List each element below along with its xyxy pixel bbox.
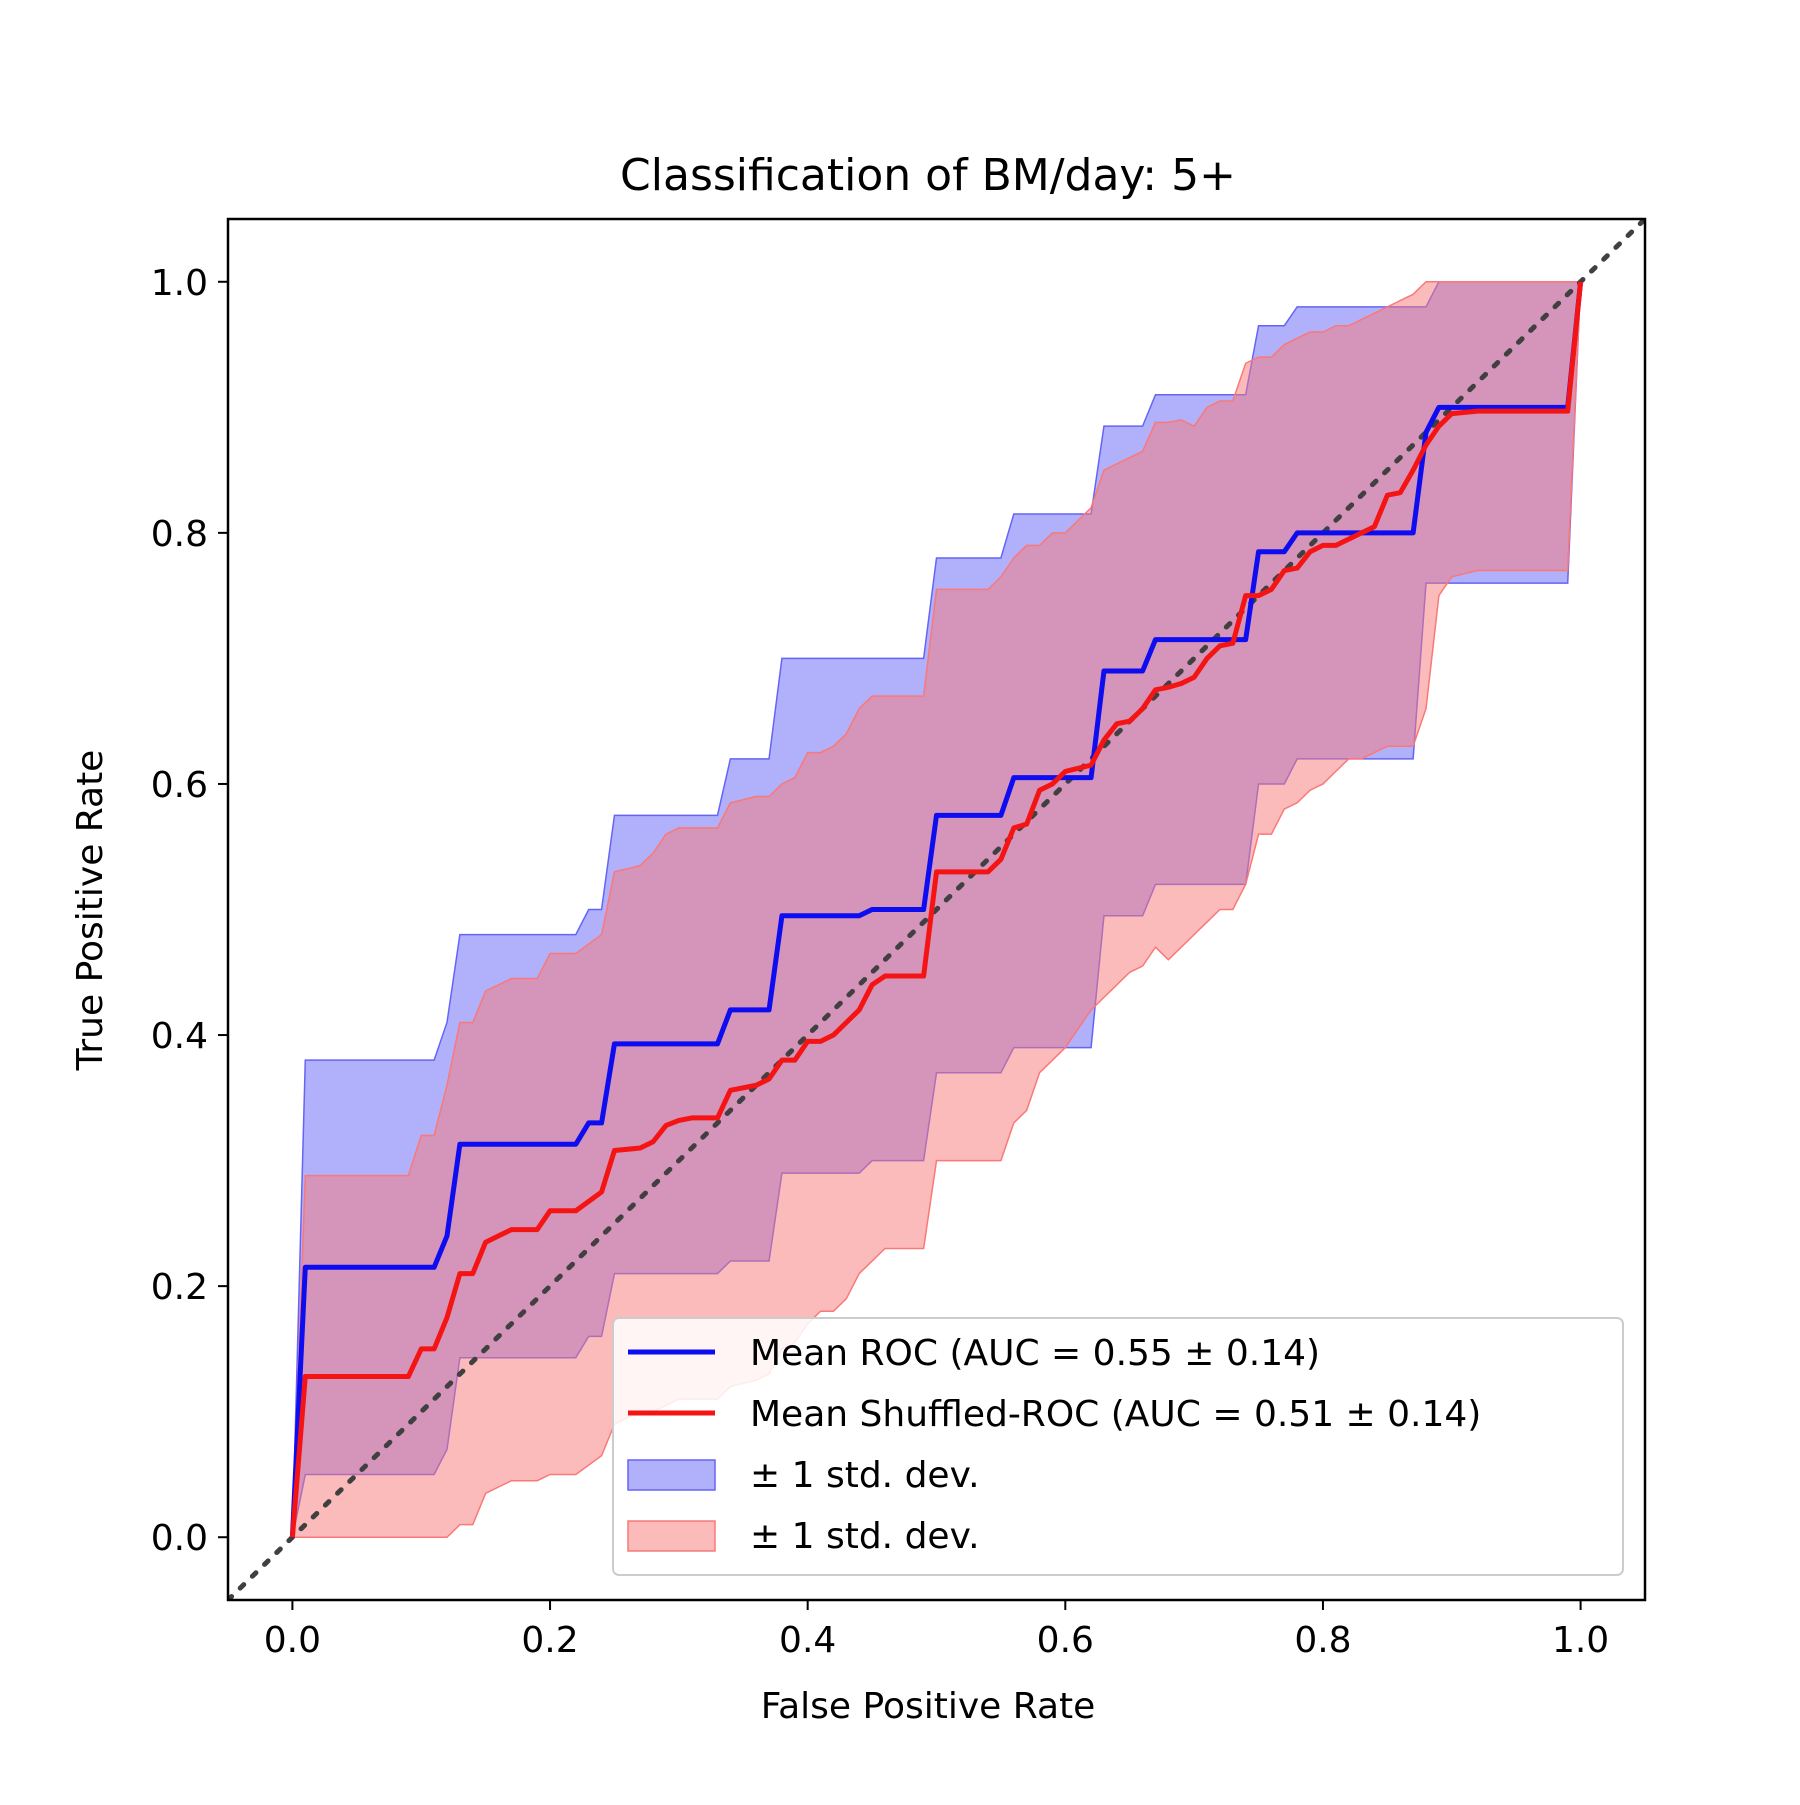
axes: 0.0 0.2 0.4 0.6 0.8 1.0 0.0 0.2 0.4 0.6 0.8 1.0 <box>151 217 1647 1661</box>
y-tick-label: 1.0 <box>151 263 208 304</box>
mean-shuffled-roc-line <box>289 281 1584 1538</box>
x-tick-label: 0.4 <box>779 1620 836 1661</box>
chance-diagonal-line <box>228 219 1645 1600</box>
chart-title: Classification of BM/day: 5+ <box>620 150 1236 201</box>
legend-patch-swatch <box>627 1459 716 1491</box>
y-tick-label: 0.2 <box>151 1267 208 1308</box>
x-axis-label: False Positive Rate <box>761 1686 1096 1727</box>
plot-area <box>228 219 1645 1600</box>
y-tick-label: 0.0 <box>151 1518 208 1559</box>
x-tick-label: 1.0 <box>1552 1620 1609 1661</box>
legend-label: ± 1 std. dev. <box>750 1455 980 1496</box>
x-tick-label: 0.2 <box>521 1620 578 1661</box>
y-tick-label: 0.8 <box>151 514 208 555</box>
plot-frame <box>226 217 1647 1602</box>
mean-roc-line <box>289 281 1584 1538</box>
legend-label: Mean Shuffled-ROC (AUC = 0.51 ± 0.14) <box>750 1394 1481 1435</box>
x-tick-label: 0.6 <box>1037 1620 1094 1661</box>
legend-label: Mean ROC (AUC = 0.55 ± 0.14) <box>750 1333 1320 1374</box>
y-tick-label: 0.6 <box>151 765 208 806</box>
plot-content <box>228 219 1645 1600</box>
x-tick-label: 0.8 <box>1294 1620 1351 1661</box>
legend-label: ± 1 std. dev. <box>750 1516 980 1557</box>
legend-patch-swatch <box>627 1520 716 1552</box>
y-axis-label: True Positive Rate <box>70 750 111 1072</box>
legend-box <box>612 1317 1624 1576</box>
y-tick-label: 0.4 <box>151 1016 208 1057</box>
legend: Mean ROC (AUC = 0.55 ± 0.14) Mean Shuffle… <box>612 1317 1624 1576</box>
x-tick-label: 0.0 <box>264 1620 321 1661</box>
